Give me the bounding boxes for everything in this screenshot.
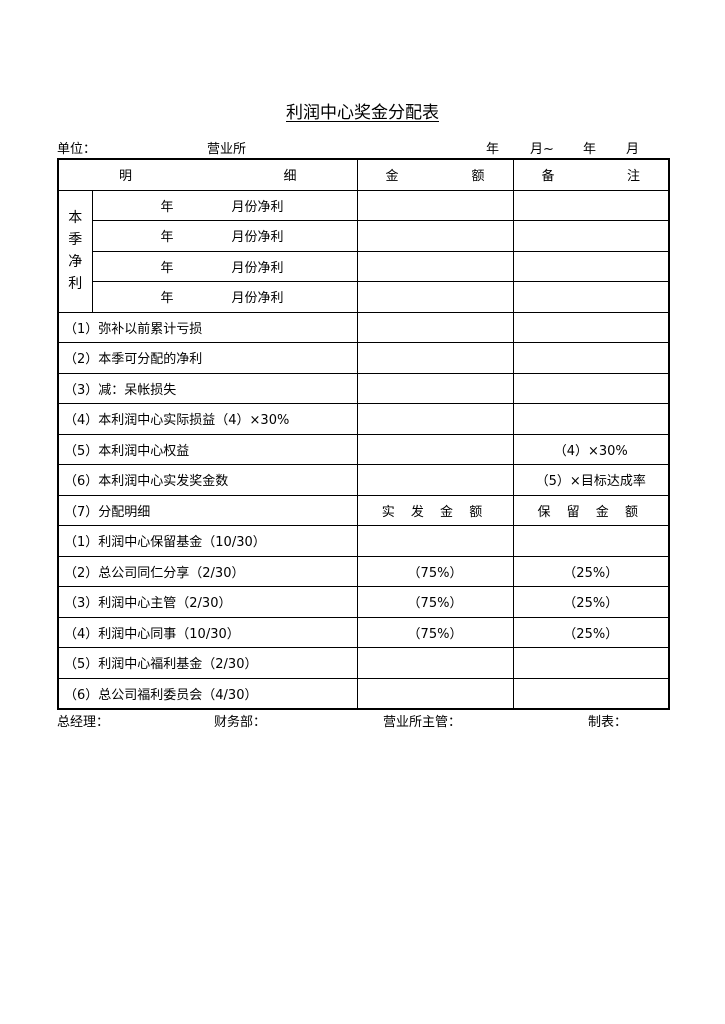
item-cell: （3）利润中心主管（2/30） <box>57 586 358 618</box>
unit-value: 营业所 <box>207 142 247 157</box>
amount-cell[interactable] <box>356 372 514 404</box>
note-cell[interactable]: （25%） <box>512 616 670 648</box>
item-cell: （6）总公司福利委员会（4/30） <box>57 677 358 710</box>
item-cell: （5）本利润中心权益 <box>57 433 358 465</box>
table-row: （3）减：呆帐损失 <box>57 372 670 404</box>
table-row: （6）本利润中心实发奖金数 （5）×目标达成率 <box>57 464 670 496</box>
date-month-start: 月~ <box>530 142 554 157</box>
table-row: （7）分配明细 实 发 金 额 保 留 金 额 <box>57 494 670 526</box>
footer-preparer: 制表： <box>588 715 628 730</box>
note-cell[interactable]: （25%） <box>512 586 670 618</box>
table-row: （5）利润中心福利基金（2/30） <box>57 647 670 679</box>
note-cell[interactable] <box>512 525 670 557</box>
footer-branch-manager: 营业所主管： <box>383 715 462 730</box>
item-cell: （5）利润中心福利基金（2/30） <box>57 647 358 679</box>
item-cell: （4）本利润中心实际损益（4）×30% <box>57 403 358 435</box>
quarter-net-profit-label: 本季净利 <box>57 189 93 313</box>
table-row: （5）本利润中心权益 （4）×30% <box>57 433 670 465</box>
amount-cell[interactable] <box>356 311 514 343</box>
amount-cell[interactable] <box>356 464 514 496</box>
note-cell[interactable] <box>512 677 670 710</box>
table-row: （4）利润中心同事（10/30） （75%） （25%） <box>57 616 670 648</box>
amount-cell[interactable] <box>356 677 514 710</box>
header-row: 明细 金额 备注 <box>57 158 670 191</box>
date-year-start: 年 <box>486 142 500 157</box>
bonus-allocation-table: 明细 金额 备注 本季净利 年月份净利 年月份净利 年月份净利 年月份净利 （1… <box>57 158 670 710</box>
note-cell[interactable] <box>512 220 670 252</box>
item-cell: （2）本季可分配的净利 <box>57 342 358 374</box>
table-row: （1）利润中心保留基金（10/30） <box>57 525 670 557</box>
table-row: （1）弥补以前累计亏损 <box>57 311 670 343</box>
page-title: 利润中心奖金分配表 <box>286 103 439 123</box>
footer-general-manager: 总经理： <box>57 715 110 730</box>
table-row: （3）利润中心主管（2/30） （75%） （25%） <box>57 586 670 618</box>
note-cell[interactable] <box>512 250 670 282</box>
header-amount: 金额 <box>356 158 514 191</box>
amount-cell[interactable] <box>356 220 514 252</box>
amount-cell[interactable] <box>356 189 514 221</box>
table-row: （2）本季可分配的净利 <box>57 342 670 374</box>
header-note: 备注 <box>512 158 670 191</box>
table-row: （6）总公司福利委员会（4/30） <box>57 677 670 710</box>
note-cell[interactable]: （5）×目标达成率 <box>512 464 670 496</box>
quarter-row: 本季净利 年月份净利 <box>57 189 670 313</box>
item-cell: （1）利润中心保留基金（10/30） <box>57 525 358 557</box>
note-cell[interactable] <box>512 189 670 221</box>
amount-cell[interactable] <box>356 250 514 282</box>
unit-label: 单位： <box>57 142 97 157</box>
quarter-month-cell: 年月份净利 <box>91 220 358 252</box>
item-cell: （6）本利润中心实发奖金数 <box>57 464 358 496</box>
amount-cell[interactable]: （75%） <box>356 586 514 618</box>
amount-cell[interactable]: 实 发 金 额 <box>356 494 514 526</box>
note-cell[interactable] <box>512 372 670 404</box>
note-cell[interactable] <box>512 311 670 343</box>
quarter-month-cell: 年月份净利 <box>91 281 358 313</box>
note-cell[interactable] <box>512 647 670 679</box>
table-row: （2）总公司同仁分享（2/30） （75%） （25%） <box>57 555 670 587</box>
amount-cell[interactable] <box>356 403 514 435</box>
note-cell[interactable]: （25%） <box>512 555 670 587</box>
quarter-row: 年月份净利 <box>58 250 670 282</box>
amount-cell[interactable]: （75%） <box>356 616 514 648</box>
amount-cell[interactable] <box>356 647 514 679</box>
note-cell[interactable] <box>512 281 670 313</box>
quarter-row: 年月份净利 <box>58 220 670 252</box>
quarter-month-cell: 年月份净利 <box>91 189 358 221</box>
item-cell: （1）弥补以前累计亏损 <box>57 311 358 343</box>
header-detail: 明细 <box>57 158 358 191</box>
amount-cell[interactable]: （75%） <box>356 555 514 587</box>
amount-cell[interactable] <box>356 525 514 557</box>
note-cell[interactable]: （4）×30% <box>512 433 670 465</box>
item-cell: （2）总公司同仁分享（2/30） <box>57 555 358 587</box>
table-row: （4）本利润中心实际损益（4）×30% <box>57 403 670 435</box>
item-cell: （4）利润中心同事（10/30） <box>57 616 358 648</box>
note-cell[interactable] <box>512 342 670 374</box>
note-cell[interactable]: 保 留 金 额 <box>512 494 670 526</box>
quarter-month-cell: 年月份净利 <box>91 250 358 282</box>
amount-cell[interactable] <box>356 281 514 313</box>
amount-cell[interactable] <box>356 433 514 465</box>
note-cell[interactable] <box>512 403 670 435</box>
footer-finance: 财务部： <box>214 715 267 730</box>
item-cell: （3）减：呆帐损失 <box>57 372 358 404</box>
date-month-end: 月 <box>626 142 640 157</box>
item-cell: （7）分配明细 <box>57 494 358 526</box>
date-year-end: 年 <box>583 142 597 157</box>
quarter-row: 年月份净利 <box>58 281 670 313</box>
amount-cell[interactable] <box>356 342 514 374</box>
